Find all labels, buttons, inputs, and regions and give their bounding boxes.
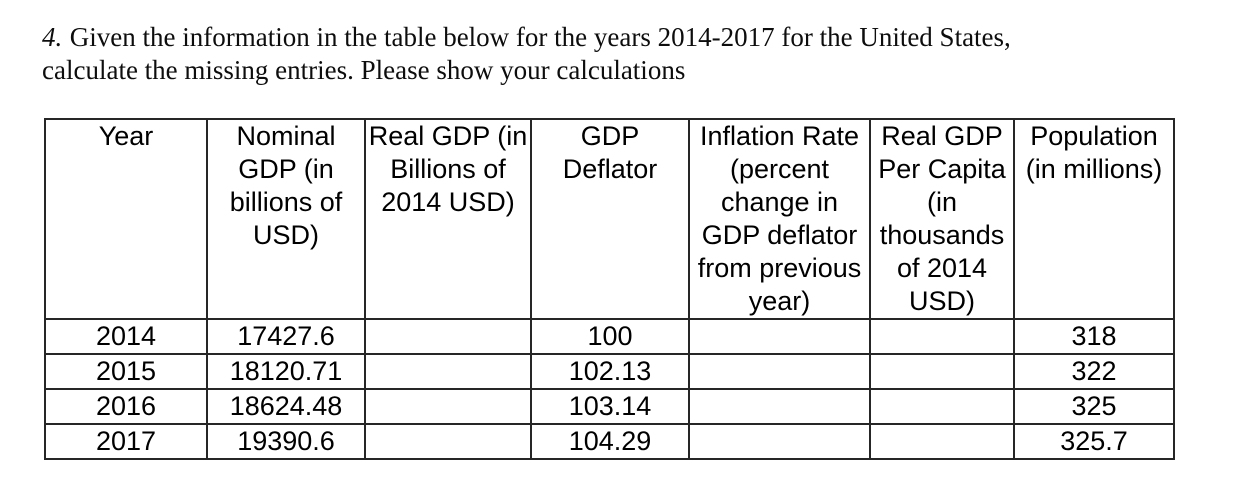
cell-population: 322 bbox=[1013, 353, 1175, 390]
cell-real-gdp bbox=[364, 318, 532, 355]
cell-population: 325.7 bbox=[1013, 423, 1175, 460]
cell-nominal-gdp: 19390.6 bbox=[206, 423, 366, 460]
question-line-1-text: Given the information in the table below… bbox=[69, 22, 1011, 52]
cell-year: 2014 bbox=[44, 318, 208, 355]
question-line-2: calculate the missing entries. Please sh… bbox=[42, 55, 686, 85]
table-row-2015: 2015 18120.71 102.13 322 bbox=[44, 353, 1175, 390]
cell-population: 318 bbox=[1013, 318, 1175, 355]
question-line-1: 4. Given the information in the table bel… bbox=[42, 21, 1212, 54]
col-header-nominal-gdp: Nominal GDP (in billions of USD) bbox=[206, 118, 366, 320]
cell-real-gdp-per-capita bbox=[869, 423, 1015, 460]
col-header-year: Year bbox=[44, 118, 208, 320]
cell-nominal-gdp: 18624.48 bbox=[206, 388, 366, 425]
table-row-2017: 2017 19390.6 104.29 325.7 bbox=[44, 423, 1175, 460]
cell-gdp-deflator: 103.14 bbox=[530, 388, 690, 425]
question-number: 4. bbox=[42, 22, 63, 52]
cell-real-gdp-per-capita bbox=[869, 318, 1015, 355]
cell-real-gdp bbox=[364, 423, 532, 460]
cell-year: 2017 bbox=[44, 423, 208, 460]
col-header-inflation-rate: Inflation Rate (percent change in GDP de… bbox=[688, 118, 871, 320]
cell-real-gdp-per-capita bbox=[869, 353, 1015, 390]
question-text: 4. Given the information in the table bel… bbox=[42, 21, 1212, 87]
cell-real-gdp bbox=[364, 388, 532, 425]
cell-year: 2015 bbox=[44, 353, 208, 390]
table-row-2016: 2016 18624.48 103.14 325 bbox=[44, 388, 1175, 425]
cell-inflation-rate bbox=[688, 423, 871, 460]
cell-gdp-deflator: 100 bbox=[530, 318, 690, 355]
cell-year: 2016 bbox=[44, 388, 208, 425]
cell-population: 325 bbox=[1013, 388, 1175, 425]
table-row-2014: 2014 17427.6 100 318 bbox=[44, 318, 1175, 355]
col-header-real-gdp: Real GDP (in Billions of 2014 USD) bbox=[364, 118, 532, 320]
cell-real-gdp-per-capita bbox=[869, 388, 1015, 425]
col-header-population: Population (in millions) bbox=[1013, 118, 1175, 320]
col-header-gdp-deflator: GDP Deflator bbox=[530, 118, 690, 320]
header-row: Year Nominal GDP (in billions of USD) Re… bbox=[44, 118, 1175, 320]
cell-inflation-rate bbox=[688, 318, 871, 355]
cell-gdp-deflator: 102.13 bbox=[530, 353, 690, 390]
cell-inflation-rate bbox=[688, 388, 871, 425]
col-header-real-gdp-per-capita: Real GDP Per Capita (in thousands of 201… bbox=[869, 118, 1015, 320]
cell-inflation-rate bbox=[688, 353, 871, 390]
cell-real-gdp bbox=[364, 353, 532, 390]
cell-nominal-gdp: 17427.6 bbox=[206, 318, 366, 355]
cell-nominal-gdp: 18120.71 bbox=[206, 353, 366, 390]
cell-gdp-deflator: 104.29 bbox=[530, 423, 690, 460]
gdp-data-table: Year Nominal GDP (in billions of USD) Re… bbox=[44, 118, 1175, 460]
